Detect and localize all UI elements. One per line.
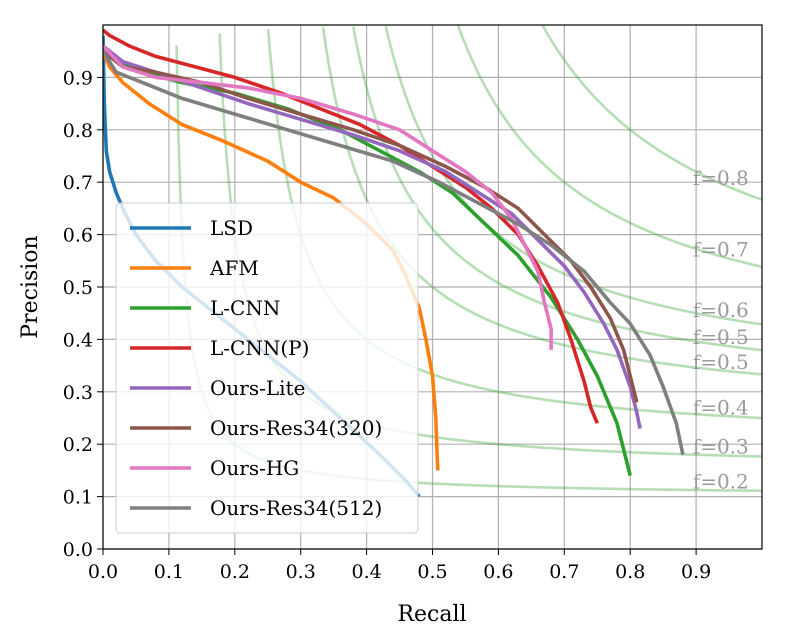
y-tick-label: 0.0 — [63, 539, 93, 561]
x-axis-label: Recall — [397, 602, 466, 627]
series-line — [103, 44, 553, 350]
iso-f-label: f=0.5 — [693, 325, 749, 349]
x-tick-label: 0.2 — [220, 561, 250, 583]
iso-f-curve — [541, 25, 762, 201]
legend-label: LSD — [210, 216, 253, 240]
iso-f-curve — [456, 25, 762, 269]
iso-f-label: f=0.8 — [693, 166, 749, 190]
y-tick-label: 0.8 — [63, 120, 93, 142]
legend-box — [115, 202, 419, 534]
y-tick-label: 0.1 — [63, 487, 93, 509]
iso-f-label: f=0.6 — [693, 298, 749, 322]
x-tick-label: 0.0 — [88, 561, 118, 583]
y-tick-label: 0.2 — [63, 434, 93, 456]
x-tick-label: 0.8 — [615, 561, 645, 583]
x-tick-label: 0.1 — [154, 561, 184, 583]
y-tick-label: 0.9 — [63, 67, 93, 89]
legend-label: AFM — [209, 256, 259, 280]
iso-f-label: f=0.4 — [693, 395, 749, 419]
iso-f-label: f=0.3 — [693, 435, 749, 459]
legend-label: L-CNN — [210, 296, 280, 320]
x-tick-label: 0.4 — [351, 561, 381, 583]
x-axis-ticks: 0.0 0.1 0.2 0.3 0.4 0.5 0.6 0.7 0.8 0.9 — [88, 549, 711, 583]
series-line — [103, 44, 642, 429]
legend: LSD AFM L-CNN L-CNN(P) Ours-Lite Ours-Res34(3… — [115, 202, 419, 534]
iso-f-labels: f=0.2 f=0.3 f=0.4 f=0.5f=0.5 f=0.6 f=0.7 f=0.8 — [693, 166, 749, 493]
x-tick-label: 0.9 — [681, 561, 711, 583]
series-line — [103, 50, 685, 456]
x-tick-label: 0.6 — [483, 561, 513, 583]
legend-label: Ours-Lite — [210, 376, 305, 400]
x-tick-label: 0.7 — [549, 561, 579, 583]
y-tick-label: 0.5 — [63, 277, 93, 299]
legend-label: L-CNN(P) — [210, 336, 309, 360]
iso-f-label: f=0.2 — [693, 469, 749, 493]
y-axis-label: Precision — [18, 235, 43, 338]
iso-f-label: f=0.7 — [693, 238, 749, 262]
y-tick-label: 0.3 — [63, 382, 93, 404]
x-tick-label: 0.5 — [417, 561, 447, 583]
y-tick-label: 0.4 — [63, 329, 93, 351]
y-tick-label: 0.7 — [63, 172, 93, 194]
y-tick-label: 0.6 — [63, 225, 93, 247]
y-axis-ticks: 0.0 0.1 0.2 0.3 0.4 0.5 0.6 0.7 0.8 0.9 — [63, 67, 103, 561]
legend-label: Ours-Res34(320) — [210, 416, 382, 440]
x-tick-label: 0.3 — [286, 561, 316, 583]
series-line — [103, 28, 599, 424]
iso-f-label: f=0.5 — [693, 350, 749, 374]
legend-label: Ours-Res34(512) — [210, 496, 382, 520]
legend-label: Ours-HG — [210, 456, 299, 480]
